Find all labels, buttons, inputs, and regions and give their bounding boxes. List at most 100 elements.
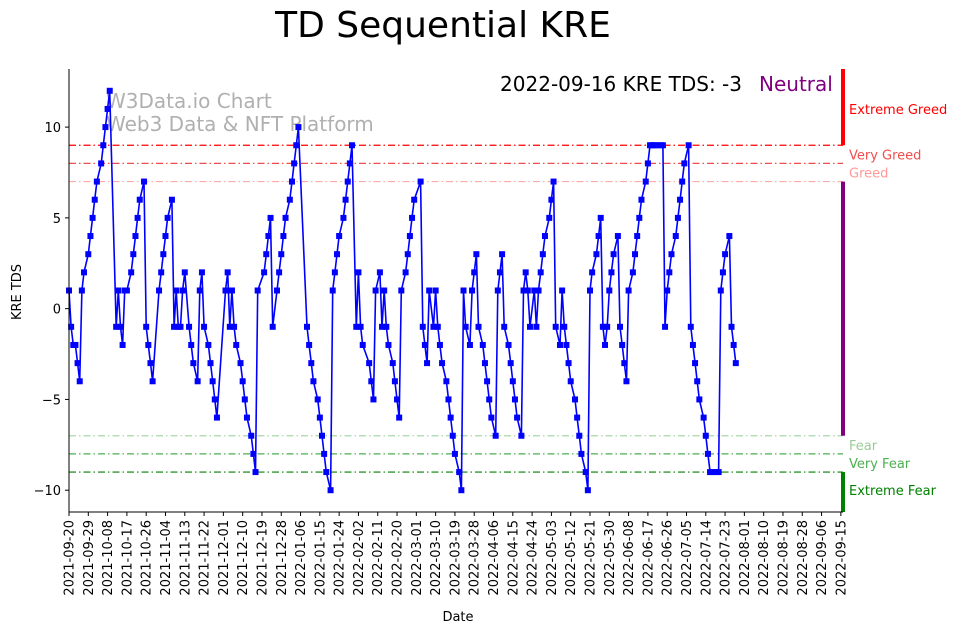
x-tick-label: 2021-12-10 xyxy=(236,520,251,596)
data-point xyxy=(432,287,439,294)
data-point xyxy=(276,269,283,276)
data-point xyxy=(314,396,321,403)
data-point xyxy=(396,414,403,421)
data-point xyxy=(188,341,195,348)
x-tick-label: 2022-06-08 xyxy=(622,520,637,596)
x-tick-label: 2022-04-06 xyxy=(487,520,502,596)
data-point xyxy=(409,214,416,221)
y-tick-label: 0 xyxy=(53,303,61,318)
data-point xyxy=(689,341,696,348)
data-point xyxy=(372,287,379,294)
data-point xyxy=(269,323,276,330)
data-point xyxy=(329,287,336,294)
data-point xyxy=(496,269,503,276)
data-point xyxy=(252,469,259,476)
data-point xyxy=(505,341,512,348)
data-point xyxy=(475,323,482,330)
data-point xyxy=(518,432,525,439)
data-point xyxy=(177,323,184,330)
data-point xyxy=(722,251,729,258)
data-point xyxy=(293,142,300,149)
x-tick-label: 2022-03-01 xyxy=(410,520,425,596)
data-point xyxy=(629,269,636,276)
data-point xyxy=(730,341,737,348)
data-point xyxy=(556,341,563,348)
x-tick-label: 2022-02-02 xyxy=(352,520,367,596)
data-point xyxy=(394,396,401,403)
data-point xyxy=(494,287,501,294)
data-point xyxy=(610,251,617,258)
data-point xyxy=(181,269,188,276)
data-point xyxy=(370,396,377,403)
data-point xyxy=(501,323,508,330)
data-point xyxy=(310,378,317,385)
data-point xyxy=(574,414,581,421)
x-tick-label: 2021-09-29 xyxy=(82,520,97,596)
data-point xyxy=(700,414,707,421)
data-point xyxy=(411,196,418,203)
data-point xyxy=(241,396,248,403)
data-point xyxy=(535,287,542,294)
data-point xyxy=(621,360,628,367)
x-tick-label: 2021-10-08 xyxy=(101,520,116,596)
data-point xyxy=(318,432,325,439)
sentiment-status: Neutral xyxy=(759,72,833,96)
x-tick-label: 2022-01-24 xyxy=(333,520,348,596)
x-tick-label: 2022-04-24 xyxy=(526,520,541,596)
data-point xyxy=(674,214,681,221)
x-tick-label: 2022-04-15 xyxy=(506,520,521,596)
data-point xyxy=(136,196,143,203)
x-tick-label: 2022-03-10 xyxy=(429,520,444,596)
data-point xyxy=(261,269,268,276)
x-axis-label: Date xyxy=(442,610,473,625)
data-point xyxy=(488,414,495,421)
data-point xyxy=(589,269,596,276)
data-point xyxy=(404,251,411,258)
data-point xyxy=(509,378,516,385)
watermark-line-1: W3Data.io Chart xyxy=(106,89,272,113)
data-point xyxy=(625,287,632,294)
series-kre-tds xyxy=(66,87,739,494)
data-point xyxy=(417,178,424,185)
data-point xyxy=(87,233,94,240)
data-point xyxy=(243,414,250,421)
data-point xyxy=(231,323,238,330)
data-point xyxy=(460,287,467,294)
data-point xyxy=(469,287,476,294)
data-point xyxy=(286,196,293,203)
data-point xyxy=(644,160,651,167)
reference-lines xyxy=(69,144,843,473)
data-point xyxy=(681,160,688,167)
data-point xyxy=(239,378,246,385)
ref-label-extreme-fear: Extreme Fear xyxy=(849,484,937,499)
data-point xyxy=(726,233,733,240)
x-tick-label: 2022-05-12 xyxy=(564,520,579,596)
data-point xyxy=(68,323,75,330)
data-point xyxy=(164,214,171,221)
data-point xyxy=(439,360,446,367)
data-point xyxy=(291,160,298,167)
data-point xyxy=(201,323,208,330)
data-point xyxy=(145,341,152,348)
data-point xyxy=(222,287,229,294)
data-point xyxy=(89,214,96,221)
data-point xyxy=(349,142,356,149)
data-point xyxy=(484,378,491,385)
x-tick-label: 2022-07-14 xyxy=(699,520,714,596)
data-point xyxy=(552,323,559,330)
data-point xyxy=(168,196,175,203)
data-point xyxy=(593,251,600,258)
data-point xyxy=(306,341,313,348)
x-tick-label: 2022-08-10 xyxy=(757,520,772,596)
data-point xyxy=(466,341,473,348)
data-point xyxy=(327,487,334,494)
data-point xyxy=(288,178,295,185)
x-axis-ticks: 2021-09-20 2021-09-29 2021-10-08 2021-10-17… xyxy=(63,512,849,596)
data-point xyxy=(295,124,302,131)
data-point xyxy=(123,287,130,294)
y-tick-label: 5 xyxy=(53,212,61,227)
x-tick-label: 2021-12-19 xyxy=(256,520,271,596)
data-point xyxy=(340,214,347,221)
data-point xyxy=(280,233,287,240)
x-tick-label: 2022-06-26 xyxy=(661,520,676,596)
